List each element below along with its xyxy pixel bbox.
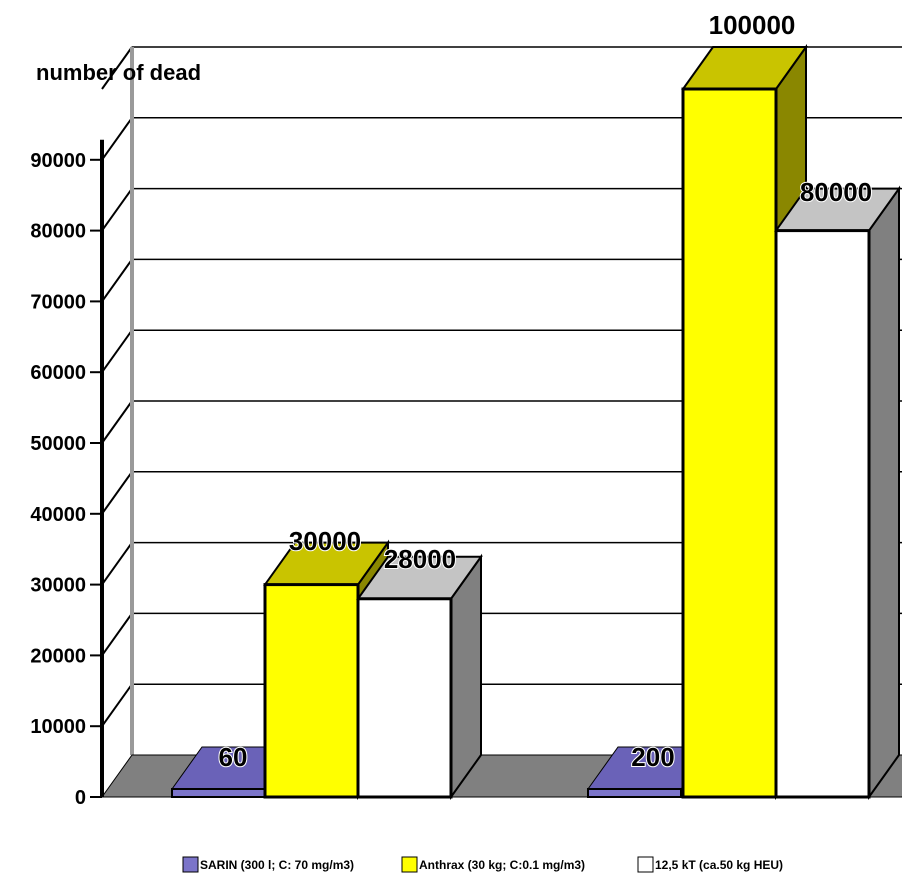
- data-labels: 60 200 30000 100000 28000 80000: [218, 10, 874, 773]
- y-axis: 0 10000 20000 30000 40000 50000 60000 70000 8000…: [30, 139, 104, 809]
- gridline-join: [101, 471, 133, 515]
- gridline-join: [101, 329, 133, 373]
- gridline-join: [101, 258, 133, 302]
- y-tick-label: 40000: [30, 504, 86, 526]
- gridline-join: [101, 683, 133, 727]
- y-tick-label: 20000: [30, 645, 86, 667]
- y-tick-label: 50000: [30, 433, 86, 455]
- bar-heu-side: [868, 185, 900, 801]
- data-label: 60: [219, 742, 248, 772]
- y-tick-label: 70000: [30, 291, 86, 313]
- y-tick-label: 30000: [30, 575, 86, 597]
- data-label: 30000: [289, 526, 361, 556]
- gridline-join: [101, 46, 133, 90]
- data-label: 80000: [800, 177, 872, 207]
- data-label: 28000: [384, 544, 456, 574]
- bar-sarin: [171, 788, 266, 798]
- y-axis-label: number of dead: [36, 60, 201, 85]
- bar-heu: [774, 229, 871, 799]
- legend-label: SARIN (300 l; C: 70 mg/m3): [200, 858, 354, 872]
- bar-anthrax: [681, 87, 778, 799]
- gridline-join: [101, 400, 133, 444]
- legend-swatch: [401, 856, 418, 873]
- gridline-join: [101, 542, 133, 586]
- legend-swatch: [182, 856, 199, 873]
- legend-label: 12,5 kT (ca.50 kg HEU): [655, 858, 783, 872]
- y-tick-label: 10000: [30, 716, 86, 738]
- bars: [171, 43, 901, 801]
- gridline-join: [101, 612, 133, 656]
- gridline-join: [101, 117, 133, 161]
- bar-heu: [356, 597, 453, 799]
- bar-anthrax: [263, 583, 360, 799]
- data-label: 100000: [709, 10, 796, 40]
- bar-sarin: [587, 788, 682, 798]
- legend-swatch: [637, 856, 654, 873]
- y-tick-label: 90000: [30, 150, 86, 172]
- y-tick-label: 0: [75, 787, 86, 809]
- y-tick-label: 80000: [30, 221, 86, 243]
- y-tick-label: 60000: [30, 362, 86, 384]
- legend-label: Anthrax (30 kg; C:0.1 mg/m3): [419, 858, 585, 872]
- data-label: 200: [631, 742, 674, 772]
- legend: SARIN (300 l; C: 70 mg/m3) Anthrax (30 kg…: [182, 856, 783, 873]
- gridline-join: [101, 188, 133, 232]
